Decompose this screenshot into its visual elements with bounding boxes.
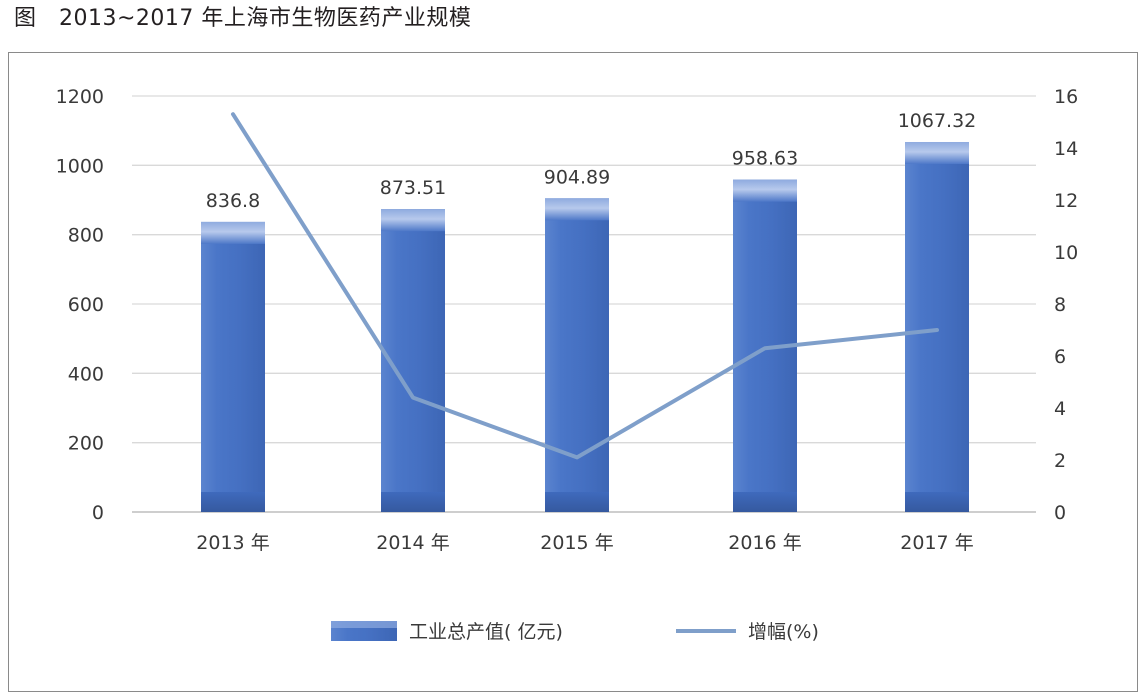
legend-bar-swatch (331, 621, 397, 641)
y-left-tick-label: 1000 (56, 155, 104, 177)
bar-base (201, 492, 265, 512)
x-tick-label: 2017 年 (900, 532, 973, 554)
legend-line-label: 增幅(%) (748, 621, 819, 643)
bar-data-label: 873.51 (380, 177, 446, 199)
bar-highlight (545, 198, 609, 221)
x-tick-label: 2013 年 (196, 532, 269, 554)
y-left-tick-label: 400 (68, 363, 104, 385)
bar-data-label: 958.63 (732, 148, 798, 170)
y-right-tick-label: 2 (1054, 450, 1066, 472)
bar-base (733, 492, 797, 512)
y-right-tick-label: 14 (1054, 138, 1078, 160)
x-tick-label: 2016 年 (728, 532, 801, 554)
bar-data-label: 1067.32 (898, 110, 977, 132)
bar-series (201, 141, 969, 512)
bar-highlight (201, 221, 265, 244)
bar-data-label: 904.89 (544, 166, 610, 188)
y-left-tick-label: 0 (92, 502, 104, 524)
data-labels: 836.8 873.51 904.89 958.63 1067.32 (206, 110, 976, 212)
figure-title: 图 2013~2017 年上海市生物医药产业规模 (14, 6, 472, 31)
bar-body (201, 221, 265, 512)
y-right-tick-label: 0 (1054, 502, 1066, 524)
y-left-tick-label: 1200 (56, 86, 104, 108)
y-right-tick-label: 6 (1054, 346, 1066, 368)
bar-highlight (733, 179, 797, 202)
y-right-tick-label: 12 (1054, 190, 1078, 212)
y-right-tick-label: 8 (1054, 294, 1066, 316)
x-tick-label: 2015 年 (540, 532, 613, 554)
y-right-tick-label: 16 (1054, 86, 1078, 108)
bar (545, 198, 609, 512)
bar-highlight (905, 141, 969, 164)
y-left-tick-label: 200 (68, 433, 104, 455)
bar (201, 221, 265, 512)
legend: 工业总产值( 亿元) 增幅(%) (331, 621, 819, 643)
bar-base (381, 492, 445, 512)
x-tick-label: 2014 年 (376, 532, 449, 554)
line-series (231, 112, 939, 460)
y-left-tick-label: 600 (68, 294, 104, 316)
axis-tick-labels: 0 200 400 600 800 1000 1200 0 2 4 6 8 10 12 14 16 2013 年… (56, 86, 1079, 554)
bar-data-label: 836.8 (206, 190, 260, 212)
chart-frame (8, 52, 1138, 692)
bar-highlight (381, 209, 445, 232)
legend-bar-label: 工业总产值( 亿元) (409, 621, 563, 643)
y-right-tick-label: 4 (1054, 398, 1066, 420)
y-right-tick-label: 10 (1054, 242, 1078, 264)
bar (905, 141, 969, 512)
legend-bar-swatch-highlight (331, 621, 397, 628)
bar-base (545, 492, 609, 512)
bar-body (905, 141, 969, 512)
bar-body (545, 198, 609, 512)
bar-base (905, 492, 969, 512)
y-left-tick-label: 800 (68, 225, 104, 247)
